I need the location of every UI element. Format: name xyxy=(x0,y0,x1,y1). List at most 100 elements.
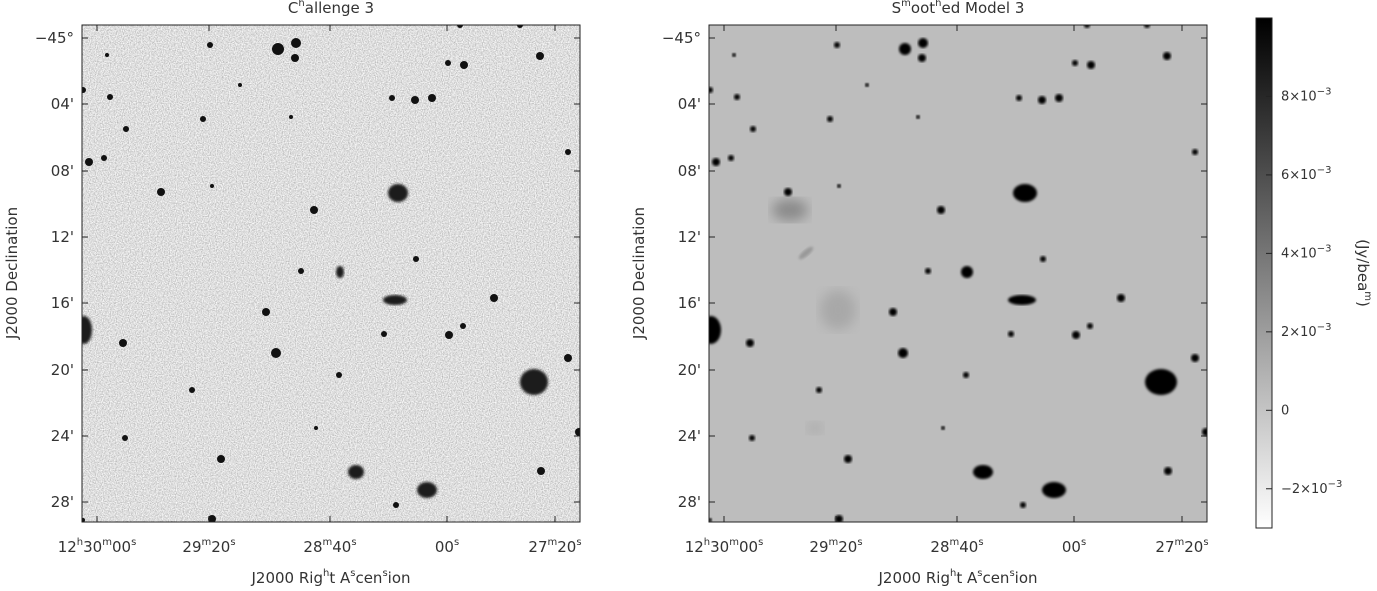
y-tick-label: 16' xyxy=(678,294,701,312)
source xyxy=(834,42,840,48)
colorbar-tick-label: −2×10−3 xyxy=(1281,478,1342,496)
source xyxy=(238,83,242,87)
y-tick-label: 20' xyxy=(678,361,701,379)
x-tick-label: 29m20s xyxy=(182,537,235,556)
x-tick-label: 00s xyxy=(435,537,459,556)
galaxy xyxy=(709,316,721,344)
source xyxy=(490,294,498,302)
source xyxy=(1038,96,1046,104)
source xyxy=(85,158,93,166)
source xyxy=(1191,354,1199,362)
y-tick-label: 12' xyxy=(678,228,701,246)
galaxy xyxy=(336,266,344,278)
source xyxy=(314,426,318,430)
x-tick-label: 28m40s xyxy=(930,537,983,556)
source xyxy=(460,323,466,329)
galaxy xyxy=(1042,482,1066,498)
source xyxy=(889,308,897,316)
y-tick-label: 08' xyxy=(51,162,74,180)
galaxy xyxy=(383,295,407,305)
source xyxy=(460,61,468,69)
source xyxy=(105,53,109,57)
source xyxy=(82,518,85,522)
galaxy xyxy=(1008,295,1036,305)
source xyxy=(1072,60,1078,66)
source xyxy=(310,206,318,214)
source xyxy=(119,339,127,347)
source xyxy=(709,87,713,93)
source xyxy=(291,54,299,62)
source xyxy=(272,43,284,55)
source xyxy=(564,354,572,362)
frame xyxy=(81,24,581,523)
source xyxy=(749,435,755,441)
source xyxy=(445,60,451,66)
x-tick-label: 12h30m00s xyxy=(58,537,137,556)
source xyxy=(457,25,463,28)
source xyxy=(837,184,841,188)
y-tick-label: 20' xyxy=(51,361,74,379)
colorbar-tick-label: 0 xyxy=(1281,403,1289,418)
y-tick-label: 12' xyxy=(51,228,74,246)
y-tick-label: −45° xyxy=(35,29,74,47)
x-axis-label: J2000 Right Ascension xyxy=(250,568,410,587)
colorbar-tick-label: 6×10−3 xyxy=(1281,164,1331,182)
colorbar-tick-label: 2×10−3 xyxy=(1281,321,1331,339)
x-tick-label: 28m40s xyxy=(303,537,356,556)
galaxy xyxy=(417,482,437,498)
source xyxy=(1072,331,1080,339)
source xyxy=(865,83,869,87)
y-tick-label: 28' xyxy=(51,493,74,511)
colorbar-tick-label: 8×10−3 xyxy=(1281,86,1331,104)
source xyxy=(746,339,754,347)
source xyxy=(517,25,523,28)
source xyxy=(963,372,969,378)
x-tick-label: 00s xyxy=(1062,537,1086,556)
source xyxy=(271,348,281,358)
source xyxy=(82,87,86,93)
y-tick-label: −45° xyxy=(662,29,701,47)
x-tick-label: 27m20s xyxy=(1155,537,1208,556)
source xyxy=(898,348,908,358)
frame xyxy=(708,24,1208,523)
galaxy xyxy=(973,465,993,479)
source xyxy=(734,94,740,100)
y-tick-label: 24' xyxy=(678,427,701,445)
source xyxy=(1202,428,1207,436)
source xyxy=(732,53,736,57)
source xyxy=(207,42,213,48)
panel-title: Challenge 3 xyxy=(288,0,374,17)
source xyxy=(1016,95,1022,101)
source xyxy=(189,387,195,393)
source xyxy=(428,94,436,102)
galaxy xyxy=(961,266,973,278)
source xyxy=(925,268,931,274)
source xyxy=(1008,331,1014,337)
model-image xyxy=(709,25,1207,522)
source xyxy=(298,268,304,274)
y-tick-label: 04' xyxy=(678,95,701,113)
galaxy xyxy=(348,465,364,479)
source xyxy=(784,188,792,196)
source xyxy=(413,256,419,262)
source xyxy=(918,38,928,48)
source xyxy=(210,184,214,188)
y-axis-label: J2000 Declination xyxy=(3,207,21,340)
source xyxy=(107,94,113,100)
source xyxy=(1040,256,1046,262)
x-axis-label: J2000 Right Ascension xyxy=(877,568,1037,587)
source xyxy=(262,308,270,316)
source xyxy=(941,426,945,430)
source xyxy=(336,372,342,378)
y-axis-label: J2000 Declination xyxy=(630,207,648,340)
source xyxy=(728,155,734,161)
source xyxy=(937,206,945,214)
source xyxy=(537,467,545,475)
y-tick-label: 16' xyxy=(51,294,74,312)
source xyxy=(916,115,920,119)
source xyxy=(844,455,852,463)
source xyxy=(291,38,301,48)
source xyxy=(289,115,293,119)
source xyxy=(123,126,129,132)
